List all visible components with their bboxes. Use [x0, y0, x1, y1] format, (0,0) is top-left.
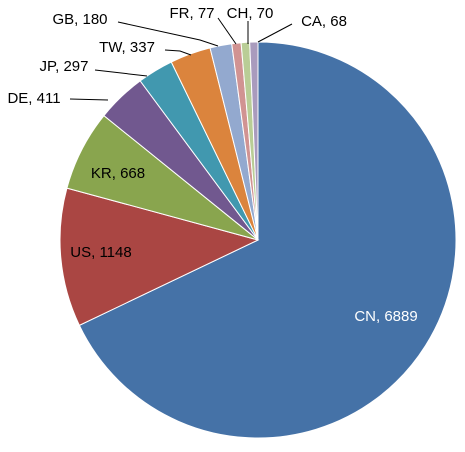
- pie-slice: [78, 41, 457, 439]
- data-label: CH, 70: [227, 5, 274, 22]
- leader-line: [164, 49, 192, 56]
- pie-slice: [249, 41, 259, 241]
- pie-slice: [59, 187, 260, 327]
- data-label: DE, 411: [7, 90, 60, 107]
- data-label: CN, 6889: [354, 308, 417, 325]
- data-label: CA, 68: [301, 13, 347, 30]
- leader-line: [94, 69, 148, 77]
- data-label: KR, 668: [91, 165, 145, 182]
- data-label: TW, 337: [99, 39, 155, 56]
- data-label: GB, 180: [52, 11, 107, 28]
- leader-line: [69, 98, 109, 101]
- data-label: FR, 77: [169, 5, 214, 22]
- data-label: US, 1148: [70, 244, 131, 261]
- leader-line: [217, 17, 237, 45]
- leader-line: [117, 21, 219, 47]
- leader-line: [257, 23, 293, 43]
- data-label: JP, 297: [40, 58, 89, 75]
